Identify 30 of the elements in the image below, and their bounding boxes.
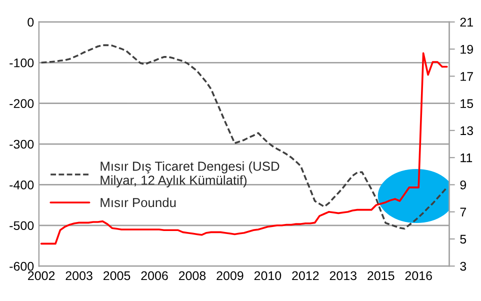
x-tick-label: 2009 — [216, 271, 244, 280]
y-tick-label: -500 — [10, 221, 34, 230]
y2-tick-label: 5 — [460, 234, 466, 244]
x-tick-label: 2012 — [292, 271, 319, 280]
y-tick-label: -100 — [10, 58, 34, 68]
x-tick-label: 2016 — [405, 271, 432, 280]
x-tick-label: 2013 — [330, 271, 356, 280]
y2-tick-label: 21 — [460, 18, 473, 26]
x-tick-label: 2015 — [368, 271, 394, 280]
x-tick-label: 2010 — [254, 271, 282, 280]
x-tick-label: 2003 — [66, 271, 92, 280]
y-tick-label: -200 — [10, 99, 34, 108]
x-tick-label: 2008 — [178, 271, 206, 280]
x-tick-label: 2006 — [141, 271, 168, 280]
y-tick-label: 0 — [28, 18, 34, 27]
y2-tick-label: 19 — [460, 44, 473, 54]
y2-tick-label: 3 — [460, 262, 466, 271]
x-tick-label: 2002 — [28, 271, 55, 280]
y2-tick-label: 9 — [460, 180, 466, 190]
y2-tick-label: 15 — [460, 99, 474, 108]
y-tick-label: -300 — [10, 140, 34, 149]
y2-tick-label: 11 — [460, 154, 472, 162]
y2-tick-label: 17 — [460, 72, 473, 81]
y-tick-label: -600 — [10, 262, 34, 271]
legend-label: Mısır Poundu — [100, 198, 176, 208]
x-tick-label: 2005 — [104, 271, 130, 280]
y2-tick-label: 7 — [460, 208, 466, 216]
y-tick-label: -400 — [10, 180, 34, 190]
legend-label: Mısır Dış Ticaret Dengesi (USD Milyar, 12 Aylık Kümülatif) — [100, 161, 280, 188]
y2-tick-label: 13 — [460, 126, 474, 136]
